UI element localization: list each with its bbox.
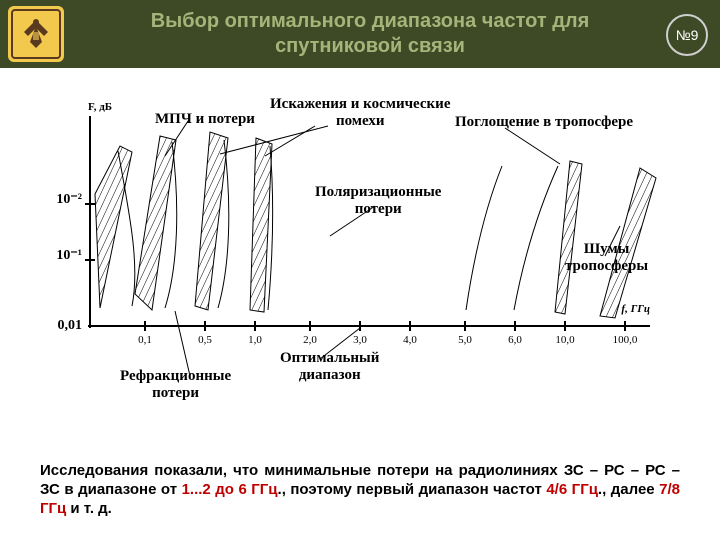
a_refr: Рефракционныепотери [120,368,231,403]
a_cosm: Искажения и космическиепомехи [270,96,450,131]
ytick-2: 0,01 [42,318,82,334]
xtick-2: 1,0 [248,334,262,346]
a_opt: Оптимальныйдиапазон [280,350,379,385]
ytick-1: 10⁻¹ [42,247,82,264]
xtick-5: 4,0 [403,334,417,346]
caption-mid1: ., поэтому первый диапазон частот [278,481,547,498]
caption-mid2: ., далее [598,481,659,498]
xtick-0: 0,1 [138,334,152,346]
eagle-emblem-icon [16,14,56,54]
slide-header: Выбор оптимального диапазона частот для … [0,0,720,68]
a_tropa: Поглощение в тропосфере [455,114,633,131]
emblem [8,6,64,62]
x-axis-label: f, ГГц [621,303,650,315]
a_polar: Поляризационныепотери [315,184,441,219]
caption-hl1: 1...2 до 6 ГГц [182,481,278,498]
caption-text: Исследования показали, что минимальные п… [40,462,680,518]
xtick-8: 10,0 [555,334,574,346]
y-axis-label: F, дБ [88,101,112,113]
xtick-1: 0,5 [198,334,212,346]
frequency-loss-chart: F, дБ f, ГГц 10⁻² 10⁻¹ 0,01 0,10,51,02,0… [60,96,660,426]
xtick-6: 5,0 [458,334,472,346]
a_mpch: МПЧ и потери [155,111,255,128]
caption-hl2: 4/6 ГГц [546,481,598,498]
xtick-3: 2,0 [303,334,317,346]
xtick-9: 100,0 [613,334,638,346]
xtick-7: 6,0 [508,334,522,346]
slide-number-badge: №9 [666,14,708,56]
ytick-0: 10⁻² [42,191,82,208]
caption-post: и т. д. [66,500,112,517]
xtick-4: 3,0 [353,334,367,346]
slide-title: Выбор оптимального диапазона частот для … [90,9,650,59]
a_tropn: Шумытропосферы [565,241,648,276]
